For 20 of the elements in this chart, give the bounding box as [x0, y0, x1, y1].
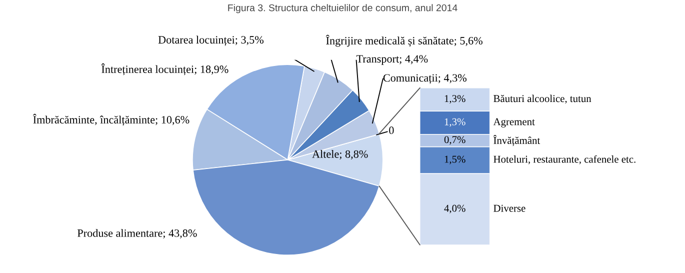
data-label: 1,3%	[444, 118, 466, 127]
slice-label: Îmbrăcăminte, încălțăminte; 10,6%	[32, 114, 190, 126]
slice-label: Îngrijire medicală și sănătate; 5,6%	[326, 34, 482, 47]
data-label: 0,7%	[444, 136, 466, 145]
data-label: 4,0%	[444, 204, 466, 214]
slice-label: Întreținerea locuinței; 18,9%	[101, 63, 228, 76]
series-label: Învățământ	[493, 134, 540, 146]
chart-title: Figura 3. Structura cheltuielilor de consum, anul 2014	[228, 4, 458, 14]
series-label: Băuturi alcoolice, tutun	[494, 94, 592, 104]
series-label: Diverse	[494, 204, 526, 212]
slice-label: Altele; 8,8%	[312, 150, 368, 160]
text: 0	[389, 126, 394, 134]
slice-label: Dotarea locuinței; 3,5%	[158, 36, 264, 46]
slice-label: Transport; 4,4%	[356, 55, 428, 65]
data-label: 1,3%	[444, 95, 466, 104]
slice-label: Comunicații; 4,3%	[383, 74, 467, 84]
slice-label: Produse alimentare; 43,8%	[78, 229, 197, 239]
series-label: Hoteluri, restaurante, cafenele etc.	[494, 155, 636, 164]
data-label: 1,5%	[444, 156, 466, 164]
series-label: Agrement	[493, 118, 535, 128]
